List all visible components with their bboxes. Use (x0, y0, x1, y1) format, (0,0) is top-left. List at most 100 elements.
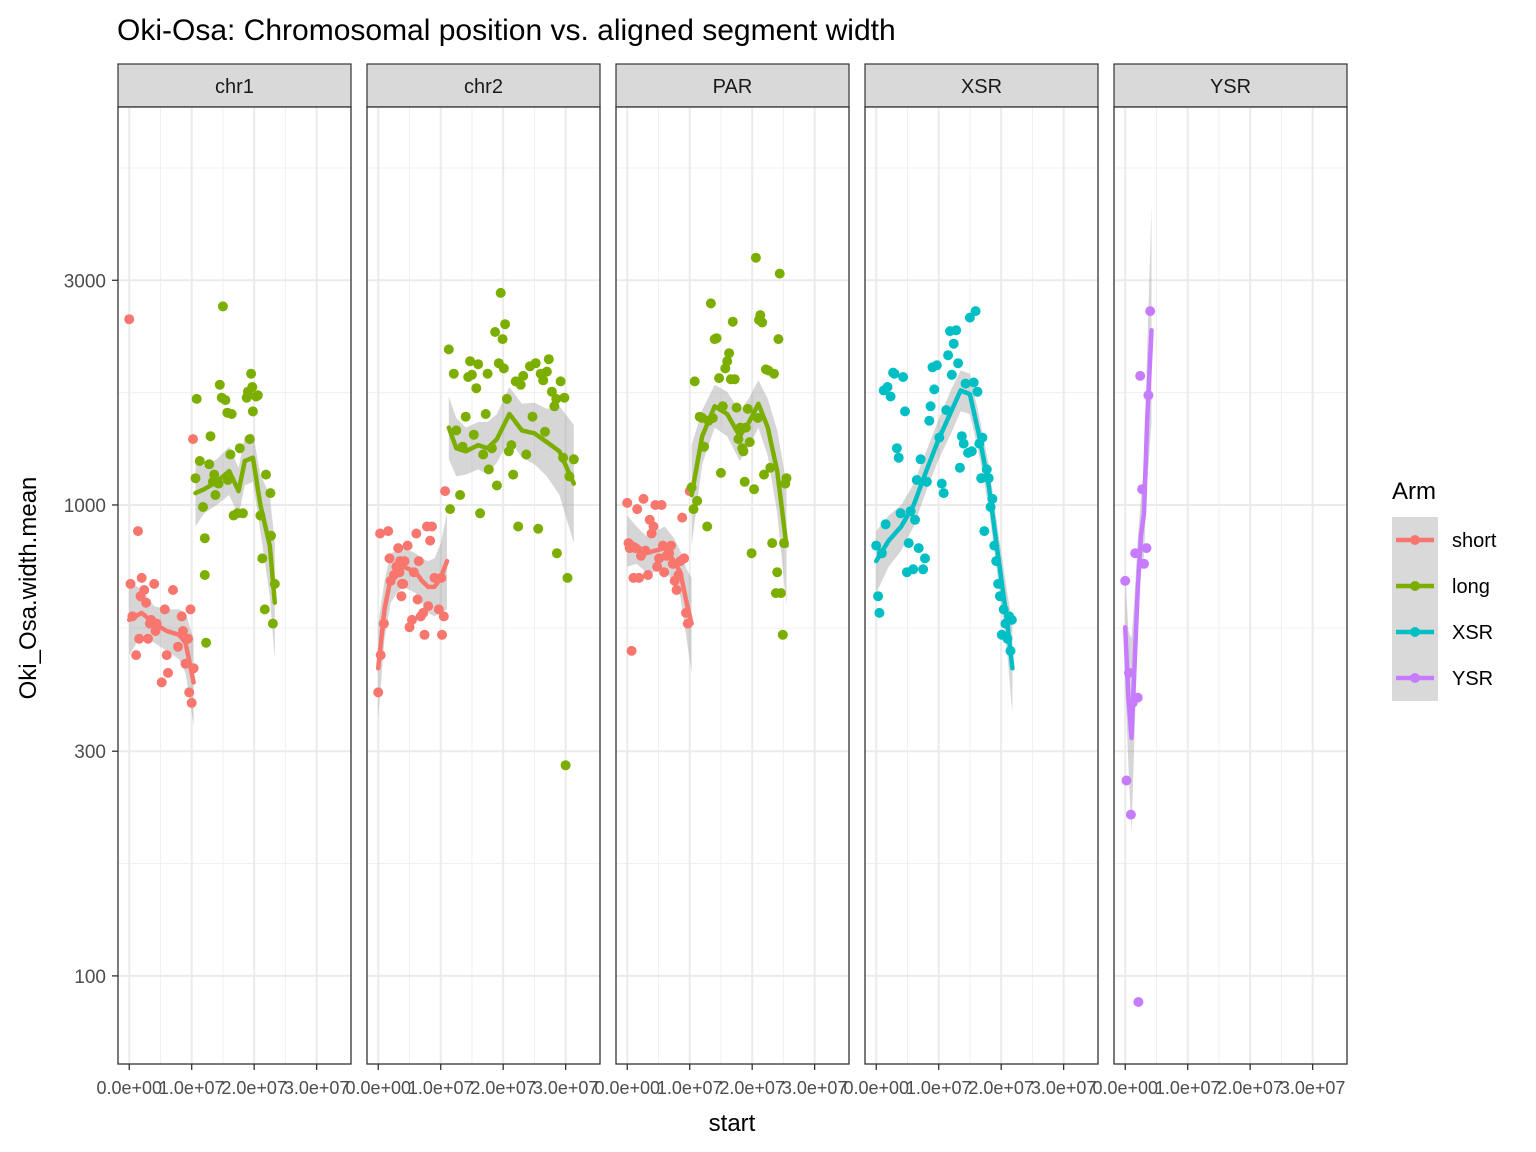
point-long (451, 425, 462, 436)
y-axis-label: Oki_Osa.width.mean (15, 477, 42, 700)
point-long (257, 553, 268, 564)
point-XSR (885, 391, 896, 402)
facet-xsr: XSR 0.0e+001.0e+072.0e+073.0e+07 (843, 63, 1099, 1098)
point-long (247, 406, 258, 417)
point-XSR (910, 514, 920, 525)
point-short (173, 641, 183, 652)
point-long (769, 368, 779, 379)
point-XSR (976, 473, 987, 484)
smooth-line-short (624, 538, 694, 626)
point-long (772, 567, 783, 578)
point-short (384, 553, 395, 564)
x-tick-label: 2.0e+07 (719, 1078, 785, 1098)
point-long (252, 390, 263, 401)
point-long (205, 431, 216, 442)
point-short (411, 528, 422, 539)
point-long (194, 456, 205, 466)
point-long (265, 488, 276, 499)
point-long (501, 393, 512, 404)
point-XSR (958, 438, 969, 449)
y-tick-label: 100 (74, 967, 106, 988)
point-short (399, 556, 410, 567)
confidence-band-YSR (1125, 206, 1152, 835)
legend-key-point (1410, 581, 1420, 591)
x-tick-label: 0.0e+00 (96, 1078, 162, 1098)
point-short (427, 521, 437, 532)
facet-label: PAR (713, 76, 753, 98)
point-long (774, 268, 785, 279)
point-long (267, 618, 278, 629)
point-short (124, 314, 135, 325)
point-long (498, 363, 509, 374)
point-YSR (1135, 370, 1146, 381)
panel-border (366, 106, 601, 1065)
x-tick-label: 2.0e+07 (968, 1078, 1034, 1098)
y-tick-label: 3000 (64, 271, 106, 292)
point-short (150, 626, 161, 636)
point-short (438, 611, 449, 622)
point-long (515, 379, 526, 390)
point-long (560, 760, 571, 771)
point-YSR (1125, 809, 1136, 820)
point-long (191, 393, 202, 404)
point-XSR (929, 384, 940, 395)
confidence-band-long (448, 387, 574, 544)
x-tick-label: 1.0e+07 (906, 1078, 972, 1098)
point-long (468, 429, 479, 440)
point-short (679, 553, 690, 564)
point-long (777, 629, 788, 640)
point-long (466, 369, 477, 380)
smooth-line-short (126, 610, 196, 685)
point-long (220, 395, 231, 406)
point-short (638, 493, 649, 504)
point-XSR (873, 591, 884, 602)
point-XSR (924, 415, 935, 426)
point-short (393, 543, 404, 554)
facet-label: XSR (961, 76, 1002, 98)
point-long (744, 437, 755, 448)
point-long (201, 637, 212, 648)
point-short (652, 561, 663, 572)
y-tick-label: 300 (74, 742, 106, 763)
point-XSR (938, 488, 949, 499)
x-tick-label: 2.0e+07 (470, 1078, 536, 1098)
point-long (483, 464, 494, 475)
point-long (702, 521, 713, 532)
x-tick-label: 0.0e+00 (594, 1078, 660, 1098)
point-XSR (964, 312, 975, 323)
point-XSR (889, 368, 900, 379)
facet-strip (366, 63, 601, 108)
facet-chr1: chr1 0.0e+001.0e+072.0e+073.0e+07 (96, 63, 352, 1098)
point-short (139, 585, 150, 595)
legend-item-short: short (1392, 517, 1497, 563)
point-long (455, 490, 466, 500)
point-long (448, 368, 459, 379)
point-long (513, 521, 524, 532)
point-long (705, 298, 716, 309)
point-long (773, 334, 784, 345)
point-long (214, 379, 225, 390)
point-XSR (953, 358, 964, 369)
point-long (198, 502, 208, 512)
point-XSR (954, 462, 965, 473)
legend-key-point (1410, 673, 1420, 683)
facet-strip (117, 63, 352, 108)
point-long (527, 411, 538, 422)
point-short (632, 504, 643, 515)
point-XSR (882, 382, 893, 392)
point-short (141, 597, 152, 608)
smooth-line-long (193, 455, 278, 605)
point-long (746, 548, 757, 559)
point-short (413, 556, 424, 567)
point-XSR (925, 401, 936, 412)
point-long (562, 572, 573, 583)
point-XSR (931, 360, 942, 371)
panel-background (865, 107, 1098, 1064)
point-long (500, 319, 511, 330)
point-long (738, 446, 749, 457)
point-YSR (1121, 775, 1132, 786)
x-tick-label: 0.0e+00 (1092, 1078, 1158, 1098)
point-long (781, 473, 792, 484)
point-long (491, 480, 502, 491)
